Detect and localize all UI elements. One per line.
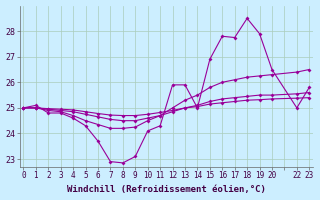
X-axis label: Windchill (Refroidissement éolien,°C): Windchill (Refroidissement éolien,°C) [67, 185, 266, 194]
